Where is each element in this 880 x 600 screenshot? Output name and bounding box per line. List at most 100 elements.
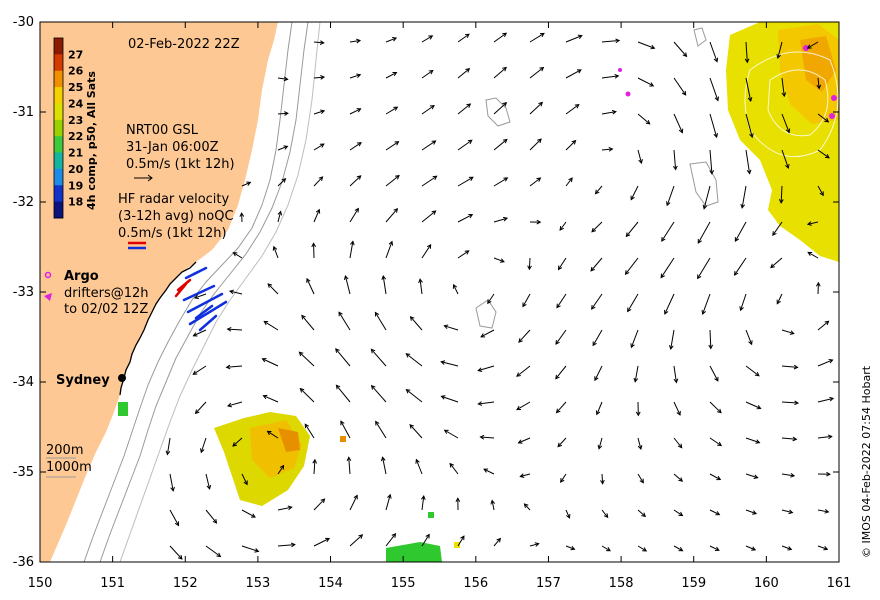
velocity-arrow (709, 401, 722, 414)
velocity-arrow (635, 401, 641, 417)
velocity-arrow (267, 283, 279, 295)
velocity-arrow (493, 257, 505, 263)
velocity-arrow (807, 251, 819, 259)
velocity-arrow (709, 113, 719, 139)
velocity-arrow (557, 437, 567, 448)
velocity-arrow (192, 329, 207, 337)
velocity-arrow (817, 185, 824, 197)
legend-depth-200: 200m (46, 443, 83, 458)
seamount-contour (693, 27, 707, 47)
velocity-arrow (370, 384, 387, 403)
velocity-arrow (781, 149, 790, 170)
velocity-arrow (630, 329, 639, 349)
velocity-arrow (661, 221, 675, 242)
velocity-arrow (241, 509, 256, 518)
velocity-arrow (555, 365, 567, 380)
velocity-arrow (745, 545, 757, 551)
velocity-arrow (169, 473, 175, 492)
velocity-arrow (443, 429, 459, 439)
velocity-arrow (770, 257, 783, 269)
velocity-arrow (745, 149, 752, 175)
velocity-arrow (597, 437, 603, 450)
x-tick-label: 159 (681, 576, 706, 591)
velocity-arrow (745, 401, 762, 410)
velocity-arrow (745, 473, 759, 479)
velocity-arrow (637, 113, 651, 125)
velocity-arrow (817, 113, 830, 123)
velocity-arrow (304, 423, 315, 439)
velocity-arrow (666, 185, 675, 207)
colorbar-tick-label: 25 (68, 81, 83, 94)
velocity-arrow (421, 533, 430, 547)
sst-patch-south (214, 412, 346, 506)
velocity-arrow (313, 40, 325, 45)
velocity-arrow (776, 293, 783, 305)
velocity-arrow (272, 245, 279, 259)
velocity-arrow (709, 545, 720, 552)
velocity-arrow (565, 177, 573, 187)
velocity-arrow (601, 509, 609, 519)
colorbar-segment (54, 168, 63, 186)
velocity-arrow (385, 71, 398, 79)
velocity-arrow (313, 75, 326, 80)
velocity-arrow (806, 41, 819, 49)
credit-text: © IMOS 04-Feb-2022 07:54 Hobart (860, 365, 873, 558)
colorbar-segment (54, 38, 63, 55)
velocity-arrow (630, 185, 639, 201)
velocity-arrow (418, 278, 423, 295)
velocity-arrow (745, 365, 760, 377)
velocity-arrow (306, 277, 315, 295)
velocity-arrow (565, 509, 571, 519)
velocity-arrow (591, 293, 603, 310)
velocity-arrow (298, 351, 315, 367)
velocity-arrow (559, 221, 567, 231)
legend-nrt-line1: NRT00 GSL (126, 123, 199, 138)
x-tick-label: 150 (28, 576, 53, 591)
velocity-arrow (637, 437, 643, 451)
velocity-arrow (745, 437, 761, 444)
velocity-arrow (385, 240, 394, 259)
velocity-arrow (817, 471, 831, 477)
velocity-arrow (817, 320, 830, 331)
velocity-arrow (709, 437, 723, 447)
y-tick-label: -31 (13, 105, 34, 120)
velocity-arrow (421, 175, 438, 187)
velocity-arrow (457, 535, 465, 547)
velocity-arrow (349, 240, 355, 259)
velocity-arrow (169, 509, 180, 527)
velocity-arrow (709, 509, 721, 516)
velocity-arrow (193, 293, 207, 300)
velocity-arrow (817, 359, 834, 367)
velocity-arrow (409, 316, 423, 331)
velocity-arrow (673, 77, 687, 96)
velocity-arrow (380, 456, 387, 475)
velocity-arrow (637, 545, 648, 552)
legend-drifters-line1: drifters@12h (64, 286, 149, 301)
velocity-arrow (493, 216, 509, 223)
x-tick-label: 152 (173, 576, 198, 591)
legend-drifter-marker (44, 293, 52, 301)
drifter-markers (618, 45, 837, 119)
legend-nrt-arrow (134, 174, 153, 182)
velocity-arrow (565, 104, 580, 115)
velocity-arrow (313, 143, 325, 151)
velocity-arrow (263, 320, 279, 331)
velocity-arrow (349, 108, 362, 115)
velocity-arrow (385, 106, 399, 115)
velocity-arrow (781, 545, 793, 551)
velocity-arrow (349, 142, 362, 151)
velocity-arrow (565, 69, 582, 79)
velocity-arrow (565, 139, 577, 151)
velocity-arrow (673, 473, 684, 482)
velocity-arrow (239, 212, 245, 223)
legend-depth-1000: 1000m (46, 460, 92, 475)
velocity-arrow (745, 77, 753, 103)
velocity-arrow (776, 41, 783, 60)
velocity-arrow (405, 353, 423, 367)
velocity-arrow (374, 311, 387, 331)
velocity-arrow (262, 394, 279, 403)
velocity-arrow (385, 532, 397, 547)
velocity-arrow (740, 185, 747, 209)
sst-colorbar: 27 26 25 24 23 22 21 20 19 18 (53, 37, 84, 219)
velocity-arrow (487, 293, 495, 305)
